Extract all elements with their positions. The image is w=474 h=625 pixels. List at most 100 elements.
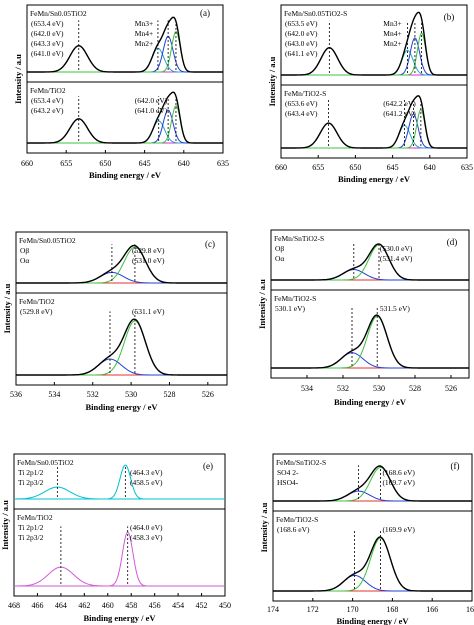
x-tick-label: 635 xyxy=(217,159,229,168)
x-tick-label: 460 xyxy=(102,601,114,610)
peak-annotation: 530.1 eV) xyxy=(275,304,305,313)
sample-label: FeMn/TiO2-S xyxy=(274,294,316,303)
raw-spectrum xyxy=(271,243,469,281)
peak-annotation: (643.3 eV) xyxy=(31,39,64,48)
x-tick-label: 468 xyxy=(8,601,20,610)
x-tick-label: 650 xyxy=(349,163,361,172)
peak-annotation: Ti 2p1/2 xyxy=(18,468,44,477)
peak-annotation: (643.2 eV) xyxy=(31,106,64,115)
peak-annotation: (169.9 eV) xyxy=(382,525,415,534)
annotation-group: 530.1 eV) 531.5 eV) xyxy=(275,304,410,313)
peak-annotation: Oβ xyxy=(275,244,284,253)
x-tick-label: 528 xyxy=(163,390,175,399)
peak-annotation: (641.1 eV) xyxy=(285,49,318,58)
x-tick-label: 526 xyxy=(445,384,457,393)
sample-label: FeMn/TiO2-S xyxy=(284,89,326,98)
x-axis-label: Binding energy / eV xyxy=(83,613,156,623)
peak-annotation: (653.4 eV) xyxy=(31,19,64,28)
x-tick-label: 458 xyxy=(125,601,137,610)
peak-annotation: Ti 2p1/2 xyxy=(18,523,44,532)
annotation-group: (529.8 eV) (531.1 eV) xyxy=(20,307,165,316)
y-axis-label: Intensity / a.u xyxy=(267,56,277,106)
annotation-group: Ti 2p1/2 (464.0 eV) Ti 2p3/2 (458.3 eV) xyxy=(18,523,163,542)
peak-annotation: (169.7 eV) xyxy=(382,478,415,487)
annotation-group: (653.4 eV) (642.0 eV) (643.2 eV) (641.0 eV) xyxy=(31,96,168,115)
x-tick-label: 456 xyxy=(149,601,161,610)
y-axis-label: Intensity / a.u xyxy=(2,283,12,333)
xps-panel-d: 534 532 530 528 526 Binding energy / eV Intens… xyxy=(257,229,470,407)
x-tick-label: 635 xyxy=(461,163,473,172)
y-axis-label: Intensity / a.u xyxy=(259,502,269,552)
raw-spectrum xyxy=(271,314,469,369)
x-tick-label: 530 xyxy=(373,384,385,393)
y-axis-label: Intensity / a.u xyxy=(257,279,267,329)
plot-frame xyxy=(15,231,228,386)
xps-panel-a: 660 655 650 645 640 635 Binding energy / eV Int… xyxy=(13,4,229,180)
peak-annotation: Ti 2p3/2 xyxy=(18,533,44,542)
raw-spectrum xyxy=(16,318,227,376)
peak-annotation: (641.0 eV) xyxy=(31,49,64,58)
sample-label: FeMn/TiO2 xyxy=(30,86,66,95)
x-tick-label: 534 xyxy=(48,390,60,399)
annotation-group: Ti 2p1/2 (464.3 eV) Ti 2p3/2 (458.5 eV) xyxy=(18,468,163,487)
peak-annotation: (531.0 eV) xyxy=(132,256,165,265)
annotation-group: Oβ (530.0 eV) Oα (531.4 eV) xyxy=(275,244,413,263)
annotation-group: (653.4 eV) Mn3+ (642.0 eV) Mn4+ (643.3 eV) Mn… xyxy=(31,19,153,58)
sample-label: FeMn/TiO2 xyxy=(17,513,53,522)
subplot-1: FeMn/Sn0.05TiO2(653.4 eV) Mn3+ (642.0 eV) M… xyxy=(27,9,223,73)
annotation-group: Oβ (529.8 eV) Oα (531.0 eV) xyxy=(20,246,165,265)
peak-annotation: Mn3+ xyxy=(135,19,153,28)
peak-annotation: (643.4 eV) xyxy=(285,109,318,118)
x-axis-label: Binding energy / eV xyxy=(336,616,409,625)
peak-annotation: (168.6 eV) xyxy=(277,525,310,534)
raw-spectrum xyxy=(281,11,467,76)
raw-spectrum xyxy=(16,244,227,284)
plot-frame xyxy=(26,4,224,154)
x-tick-label: 172 xyxy=(307,605,319,614)
peak-annotation: Mn4+ xyxy=(383,29,401,38)
x-tick-label: 655 xyxy=(312,163,324,172)
peak-annotation: (642.0 eV) xyxy=(135,96,168,105)
xps-panel-f: 174 172 170 168 166 164 Binding energy / eV Int… xyxy=(259,453,474,625)
x-tick-label: 450 xyxy=(219,601,231,610)
subplot-2: FeMn/TiO2(529.8 eV) (531.1 eV) xyxy=(16,297,227,376)
x-tick-label: 655 xyxy=(60,159,72,168)
component-peak xyxy=(14,531,225,587)
x-tick-label: 530 xyxy=(125,390,137,399)
peak-annotation: (641.2 eV) xyxy=(383,109,416,118)
x-tick-label: 164 xyxy=(466,605,474,614)
peak-annotation: (653.5 eV) xyxy=(285,19,318,28)
sample-label: FeMn/Sn0.05TiO2-S xyxy=(284,9,347,18)
x-tick-label: 640 xyxy=(424,163,436,172)
x-tick-label: 464 xyxy=(55,601,67,610)
x-tick-label: 526 xyxy=(202,390,214,399)
x-axis-label: Binding energy / eV xyxy=(85,402,158,412)
xps-panel-b: 660 655 650 645 640 635 Binding energy / eV Int… xyxy=(267,4,473,184)
x-tick-label: 174 xyxy=(267,605,279,614)
plot-frame xyxy=(270,229,470,379)
panel-label: (f) xyxy=(451,461,460,471)
x-tick-label: 166 xyxy=(426,605,438,614)
panel-label: (c) xyxy=(205,239,215,249)
x-tick-label: 660 xyxy=(21,159,33,168)
annotation-group: (653.5 eV) Mn3+ (642.0 eV) Mn4+ (643.0 eV) Mn… xyxy=(285,19,402,58)
x-tick-label: 536 xyxy=(10,390,22,399)
peak-annotation: Mn2+ xyxy=(135,39,153,48)
x-tick-label: 532 xyxy=(337,384,349,393)
panel-label: (e) xyxy=(203,461,213,471)
peak-annotation: Oβ xyxy=(20,246,29,255)
peak-annotation: HSO4- xyxy=(277,478,299,487)
annotation-group: (168.6 eV) (169.9 eV) xyxy=(277,525,415,534)
raw-spectrum xyxy=(281,94,467,149)
peak-annotation: (458.3 eV) xyxy=(130,533,163,542)
peak-annotation: 531.5 eV) xyxy=(380,304,410,313)
plot-frame xyxy=(280,4,468,159)
sample-label: FeMn/Sn0.05TiO2 xyxy=(30,9,87,18)
sample-label: FeMn/SnTiO2-S xyxy=(274,234,324,243)
annotation-group: SO4 2- (168.6 eV) HSO4- (169.7 eV) xyxy=(277,468,415,487)
subplot-2: FeMn/TiO2-S(653.6 eV) (642.2 eV) (643.4 eV… xyxy=(281,89,467,149)
